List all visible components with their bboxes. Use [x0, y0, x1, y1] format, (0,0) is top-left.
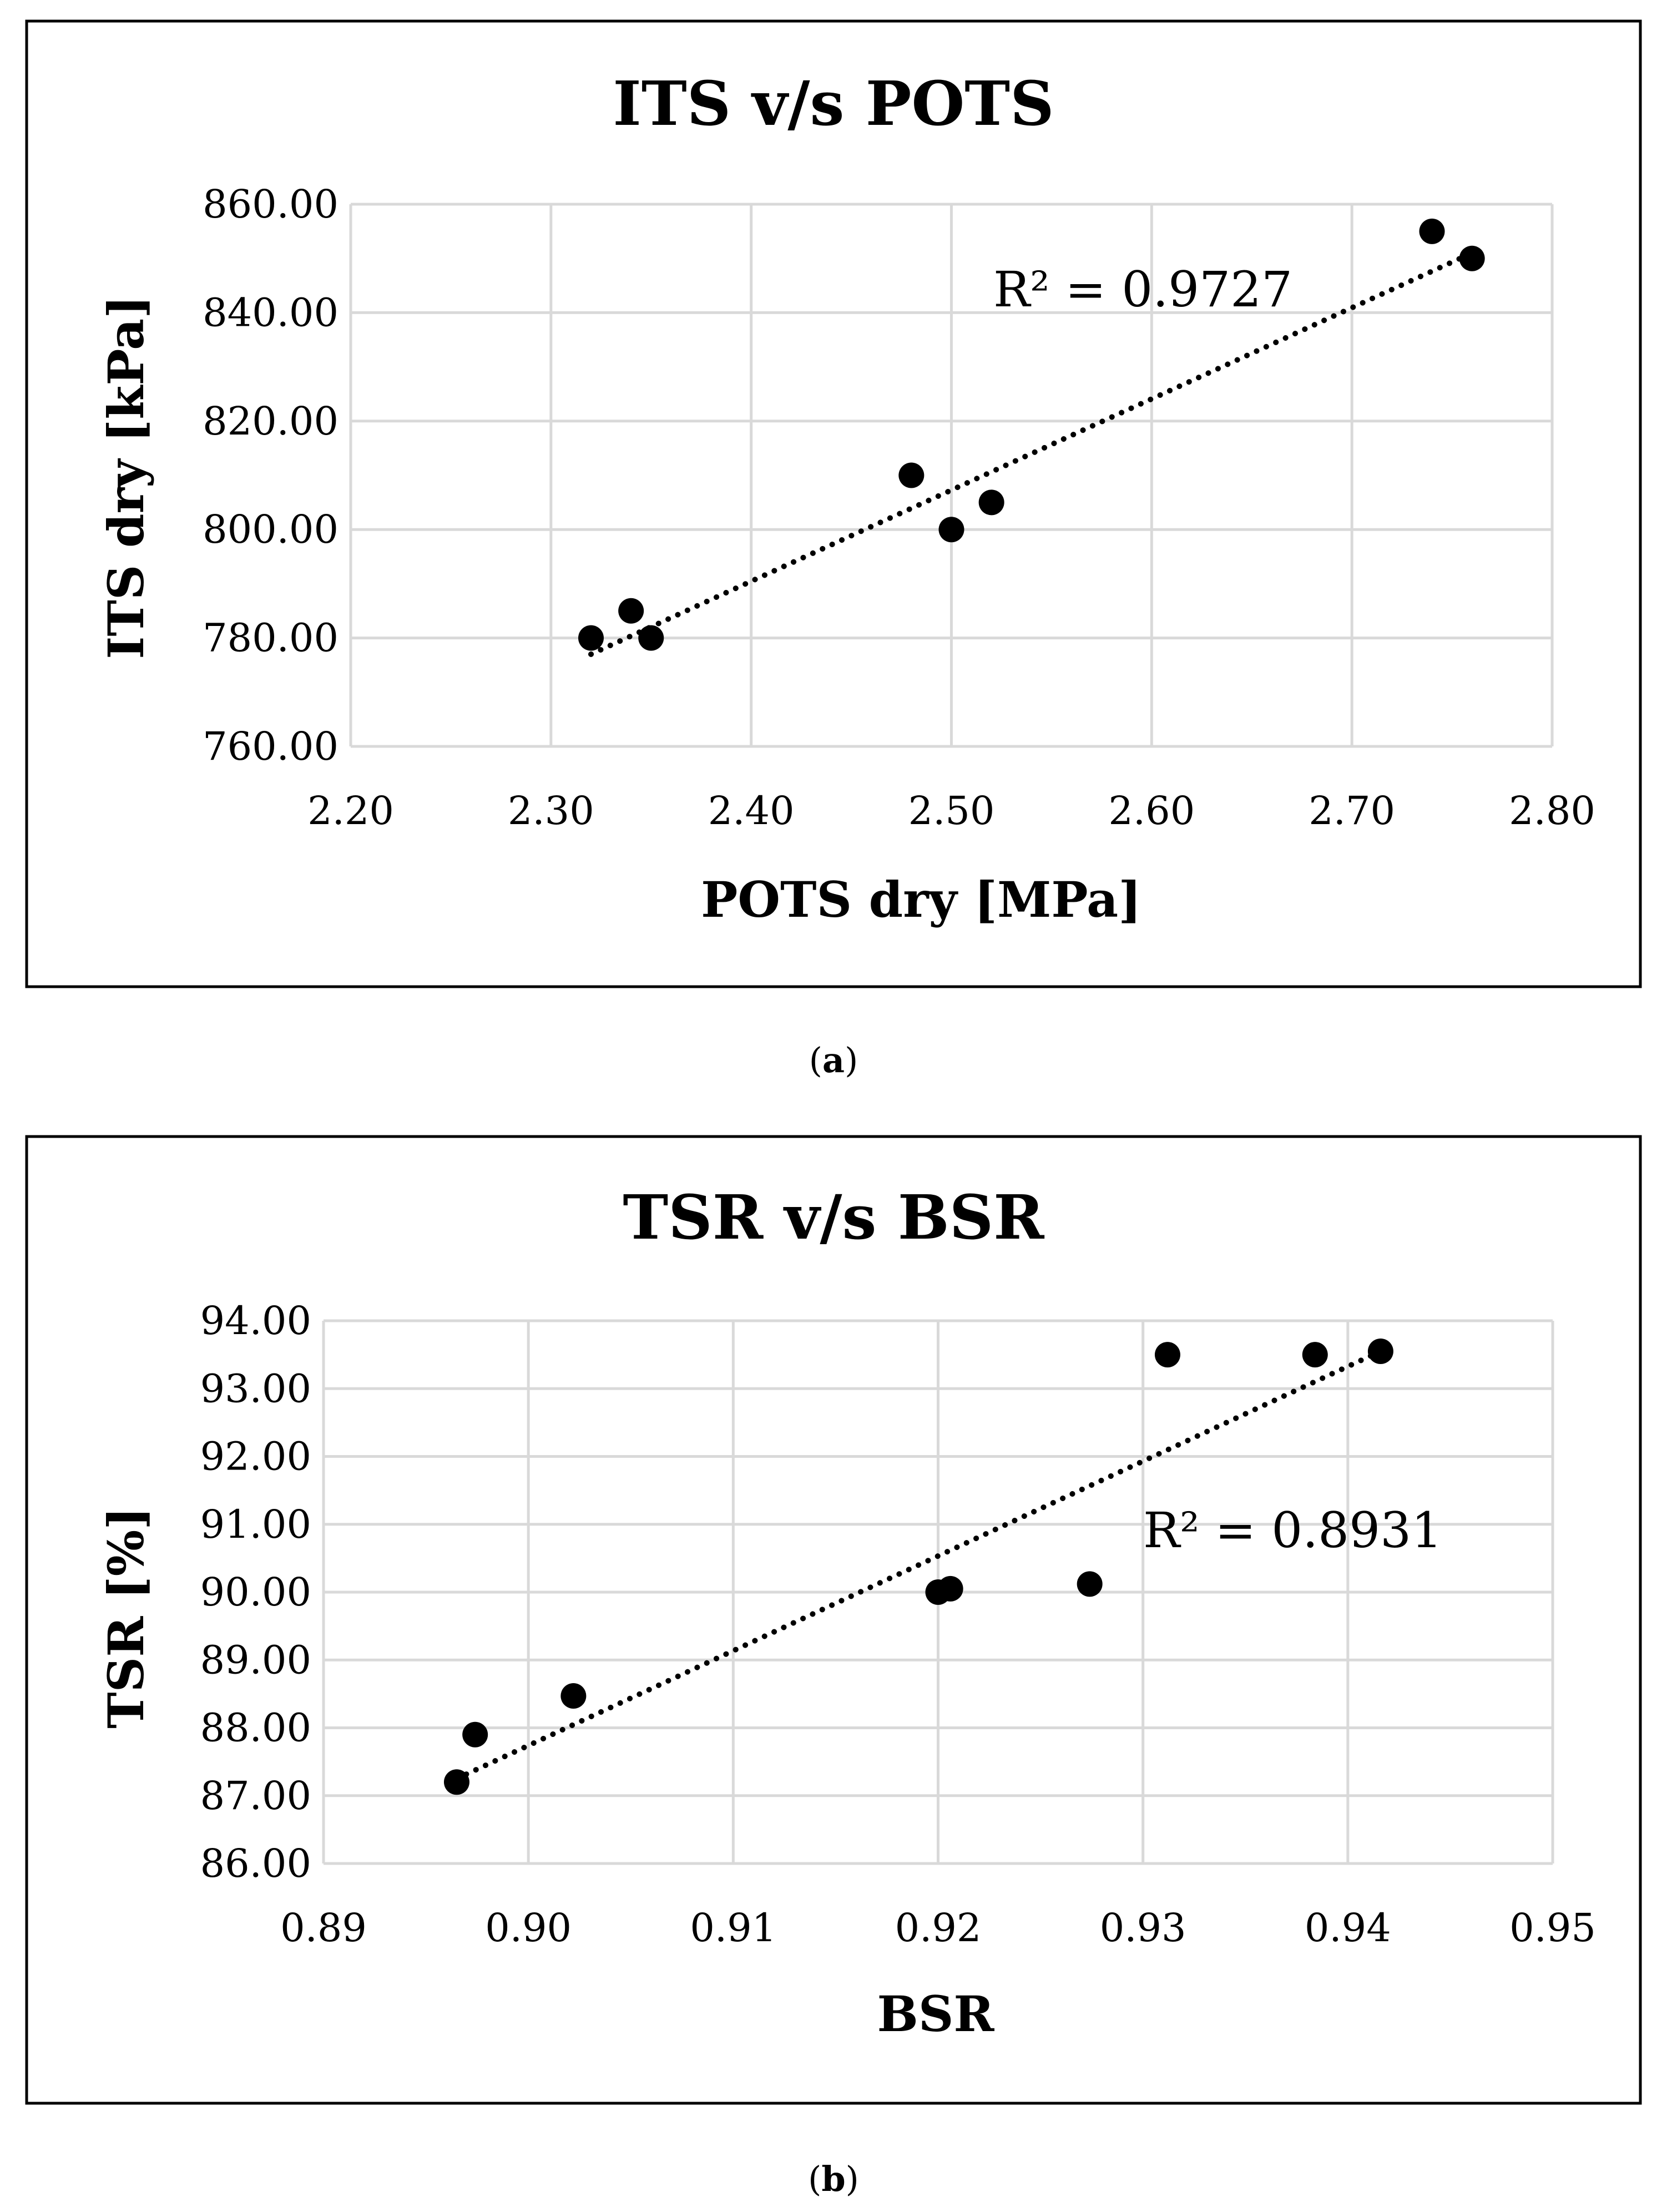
- chart-a-y-tick-label: 820.00: [203, 398, 339, 444]
- chart-b-r-squared: R² = 0.8931: [1143, 1502, 1442, 1559]
- chart-b-points: [443, 1339, 1393, 1795]
- chart-a-y-tick-label: 800.00: [203, 507, 339, 552]
- chart-b-data-point: [443, 1769, 469, 1795]
- chart-a-data-point: [1459, 245, 1485, 271]
- chart-b: TSR v/s BSR 0.89 0.90 0.91 0.92 0.93 0.94 0.95…: [25, 1135, 1642, 2105]
- chart-a-x-tick-label: 2.20: [307, 788, 394, 834]
- chart-b-y-tick-label: 92.00: [200, 1434, 311, 1479]
- chart-b-x-tick-label: 0.95: [1509, 1905, 1596, 1951]
- chart-a-y-tick-label: 780.00: [203, 615, 339, 661]
- chart-b-caption-letter: b: [821, 2159, 845, 2199]
- chart-a-x-tick-label: 2.80: [1509, 788, 1595, 834]
- chart-b-x-tick-label: 0.91: [690, 1905, 776, 1951]
- chart-b-frame: [25, 1135, 1642, 2105]
- chart-b-caption: (b): [808, 2159, 859, 2199]
- chart-b-x-tick-label: 0.90: [485, 1905, 572, 1951]
- chart-b-y-tick-label: 88.00: [200, 1705, 311, 1751]
- chart-b-data-point: [560, 1683, 587, 1709]
- chart-a-x-tick-label: 2.70: [1309, 788, 1395, 834]
- chart-a-data-point: [938, 517, 964, 543]
- chart-a-x-tick-label: 2.40: [708, 788, 795, 834]
- chart-a-y-ticks: 760.00 780.00 800.00 820.00 840.00 860.00: [203, 181, 339, 769]
- chart-b-y-tick-label: 89.00: [200, 1637, 311, 1683]
- chart-b-x-tick-label: 0.92: [895, 1905, 982, 1951]
- chart-a-y-tick-label: 840.00: [203, 290, 339, 335]
- chart-a-frame: [25, 19, 1642, 988]
- chart-a-title: ITS v/s POTS: [613, 68, 1054, 139]
- chart-a-data-point: [978, 489, 1004, 516]
- chart-a-caption: (a): [809, 1040, 858, 1080]
- chart-b-y-ticks: 86.00 87.00 88.00 89.00 90.00 91.00 92.00 93.00…: [200, 1298, 311, 1886]
- chart-a-data-point: [898, 462, 925, 488]
- chart-b-x-tick-label: 0.89: [280, 1905, 367, 1951]
- chart-a-gridlines: [349, 203, 1554, 748]
- chart-b-y-tick-label: 87.00: [200, 1773, 311, 1819]
- chart-b-y-tick-label: 90.00: [200, 1569, 311, 1615]
- chart-b-x-axis-title: BSR: [877, 1985, 994, 2043]
- chart-b-y-tick-label: 91.00: [200, 1502, 311, 1547]
- chart-a-y-tick-label: 860.00: [203, 181, 339, 227]
- chart-a-x-tick-label: 2.30: [508, 788, 594, 834]
- chart-a-data-point: [578, 625, 604, 651]
- chart-a-x-tick-label: 2.50: [908, 788, 995, 834]
- chart-b-data-point: [1302, 1342, 1328, 1368]
- chart-a-x-tick-label: 2.60: [1108, 788, 1195, 834]
- chart-b-y-tick-label: 86.00: [200, 1841, 311, 1886]
- chart-b-data-point: [937, 1575, 963, 1602]
- chart-b-data-point: [1367, 1339, 1393, 1365]
- chart-a-trendline: [588, 250, 1475, 657]
- chart-b-data-point: [462, 1721, 488, 1748]
- chart-b-trendline-layer: [453, 1349, 1383, 1782]
- chart-b-x-tick-label: 0.94: [1305, 1905, 1391, 1951]
- chart-b-x-tick-label: 0.93: [1100, 1905, 1186, 1951]
- chart-a-data-point: [618, 598, 644, 624]
- chart-b-data-point: [1154, 1342, 1180, 1368]
- chart-a-x-ticks: 2.20 2.30 2.40 2.50 2.60 2.70 2.80: [307, 788, 1595, 834]
- chart-a-data-point: [1419, 218, 1445, 244]
- chart-a-caption-letter: a: [822, 1040, 845, 1080]
- chart-b-data-point: [1077, 1571, 1103, 1597]
- chart-a-points: [578, 218, 1485, 651]
- chart-b-title: TSR v/s BSR: [623, 1181, 1045, 1253]
- chart-a-data-point: [638, 625, 664, 651]
- chart-a-y-tick-label: 760.00: [203, 724, 339, 769]
- chart-b-x-ticks: 0.89 0.90 0.91 0.92 0.93 0.94 0.95: [280, 1905, 1596, 1951]
- chart-b-y-tick-label: 94.00: [200, 1298, 311, 1344]
- chart-a-y-axis-title: ITS dry [kPa]: [97, 295, 155, 659]
- chart-a: ITS v/s POTS 2.20 2.30 2.40 2.50 2.60 2.70 2.8…: [25, 19, 1642, 988]
- chart-a-trendline-layer: [588, 250, 1475, 657]
- chart-b-y-axis-title: TSR [%]: [97, 1507, 155, 1729]
- chart-a-x-axis-title: POTS dry [MPa]: [701, 871, 1141, 928]
- chart-b-y-tick-label: 93.00: [200, 1366, 311, 1411]
- chart-a-r-squared: R² = 0.9727: [993, 261, 1292, 318]
- chart-b-trendline: [453, 1349, 1383, 1782]
